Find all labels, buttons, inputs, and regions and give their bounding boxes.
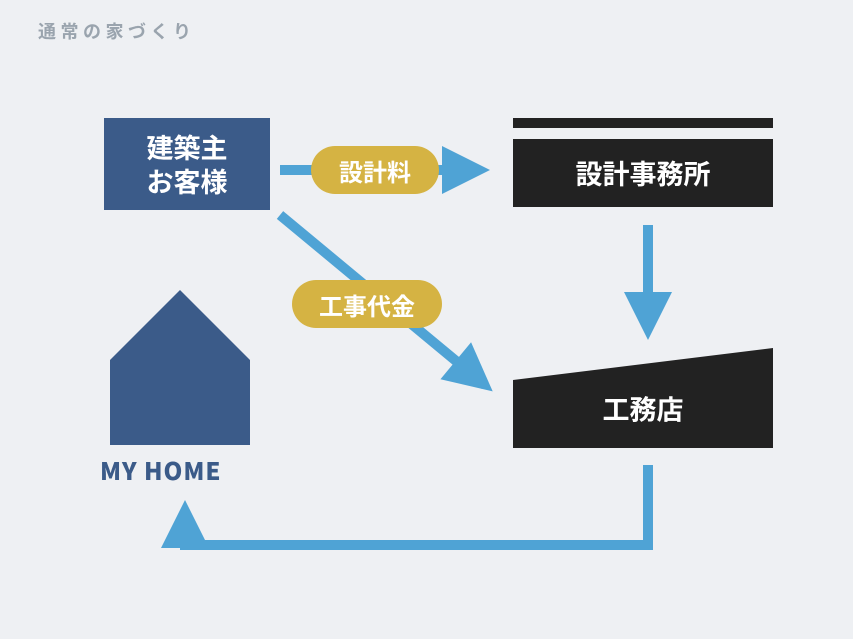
design-fee-label: 設計料	[339, 153, 411, 188]
construction-cost-pill: 工事代金	[292, 280, 442, 328]
design-office-label: 設計事務所	[576, 156, 711, 190]
page-title: 通常の家づくり	[38, 18, 196, 44]
design-office-topbar	[513, 118, 773, 128]
diagram-stage: 工務店 通常の家づくり 建築主 お客様 設計事務所 設計料 工事代金 MY HO…	[0, 0, 853, 639]
design-fee-pill: 設計料	[311, 146, 439, 194]
builder-label: 工務店	[603, 388, 684, 427]
client-box: 建築主 お客様	[104, 118, 270, 210]
client-label-top: 建築主	[147, 130, 228, 164]
construction-cost-label: 工事代金	[319, 287, 415, 322]
client-label-bottom: お客様	[147, 164, 228, 198]
design-office-box: 設計事務所	[513, 139, 773, 207]
my-home-label: MY HOME	[100, 452, 221, 487]
